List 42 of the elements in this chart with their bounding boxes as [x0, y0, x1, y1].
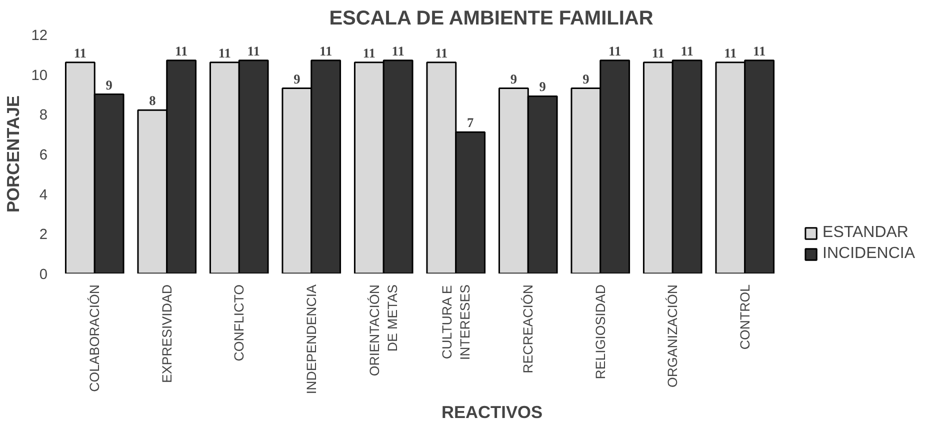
data-label: 9	[510, 71, 518, 86]
y-tick-label: 10	[31, 68, 48, 84]
x-tick-label: CONFLICTO	[232, 284, 247, 362]
x-tick-label: INDEPENDENCIA	[304, 284, 319, 394]
data-label: 8	[149, 93, 156, 108]
y-tick-label: 2	[39, 227, 48, 244]
y-tick-label: 4	[39, 187, 48, 204]
data-label: 11	[247, 43, 260, 58]
y-tick-label: 8	[39, 108, 48, 124]
data-label: 9	[582, 71, 590, 86]
x-tick-label: COLABORACIÓN	[87, 284, 102, 392]
data-label: 11	[175, 43, 188, 58]
x-tick-label: ORGANIZACIÓN	[665, 284, 680, 388]
data-label: 9	[106, 77, 113, 92]
x-tick-label: RECREACIÓN	[520, 284, 536, 374]
y-axis-title: PORCENTAJE	[3, 95, 24, 213]
legend-label: ESTANDAR	[822, 224, 908, 242]
data-label: 11	[320, 43, 332, 58]
x-tick-label: CONTROL	[737, 284, 752, 350]
y-tick-label: 12	[31, 28, 48, 44]
y-tick-label: 0	[39, 267, 48, 283]
data-label: 11	[218, 45, 231, 60]
data-label: 11	[724, 45, 737, 60]
chart-title: ESCALA DE AMBIENTE FAMILIAR	[329, 8, 654, 30]
data-label: 11	[362, 45, 376, 60]
data-label: 7	[466, 115, 474, 130]
legend-label: INCIDENCIA	[822, 245, 915, 263]
x-tick-label: RELIGIOSIDAD	[592, 284, 608, 380]
data-label: 11	[608, 43, 622, 58]
x-tick-label: EXPRESIVIDAD	[159, 284, 174, 384]
x-tick-label: ORIENTACIÓN DE METAS	[367, 284, 400, 376]
data-label: 9	[539, 79, 546, 94]
data-label: 11	[74, 45, 86, 60]
y-tick-label: 6	[39, 148, 48, 164]
data-label: 11	[753, 43, 766, 58]
data-label: 11	[435, 45, 448, 60]
data-label: 11	[652, 45, 664, 60]
x-tick-label: CULTURA E INTERESES	[439, 284, 472, 360]
x-axis-title: REACTIVOS	[441, 402, 543, 422]
data-label: 9	[294, 71, 301, 86]
data-label: 11	[680, 43, 694, 58]
data-label: 11	[392, 43, 404, 58]
